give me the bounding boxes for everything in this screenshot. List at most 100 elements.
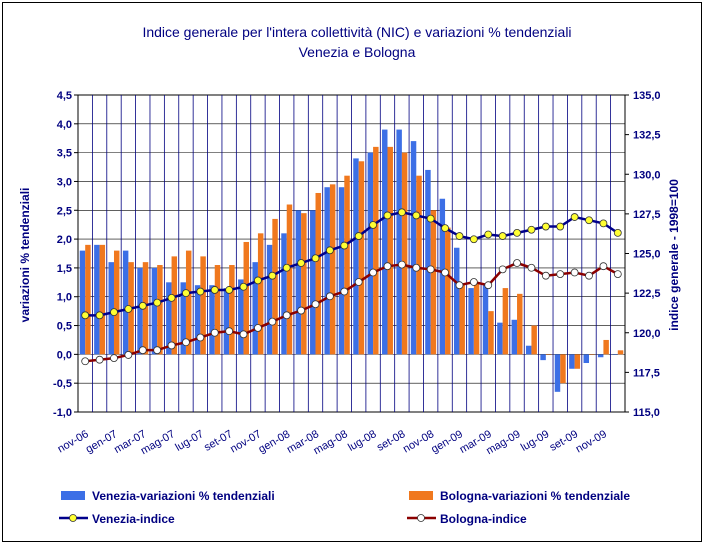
bar-venezia <box>223 288 230 355</box>
bar-bologna <box>344 175 350 355</box>
point-venezia-indice <box>254 276 262 285</box>
y-right-tick-label: 117,5 <box>633 367 660 379</box>
bar-venezia <box>453 247 460 355</box>
bar-bologna <box>171 256 178 355</box>
point-venezia-indice <box>340 241 349 250</box>
point-bologna-indice <box>110 354 118 363</box>
point-bologna-indice <box>311 300 320 309</box>
point-bologna-indice <box>196 333 205 342</box>
bar-venezia <box>137 267 143 355</box>
bar-bologna <box>329 184 336 355</box>
legend-swatch <box>61 491 85 500</box>
bar-venezia <box>79 250 86 355</box>
bar-bologna <box>531 325 537 355</box>
point-bologna-indice <box>239 330 248 339</box>
point-venezia-indice <box>124 305 133 313</box>
y-axis-left-label: variazioni % tendenziali <box>18 188 32 323</box>
y-left-tick-label: -0,5 <box>53 378 72 390</box>
bar-venezia <box>281 233 287 355</box>
bar-venezia <box>468 288 474 355</box>
bar-bologna <box>545 354 552 355</box>
bar-venezia <box>310 210 316 355</box>
bar-bologna <box>430 210 437 355</box>
point-venezia-indice <box>297 259 306 267</box>
point-bologna-indice <box>556 270 565 279</box>
point-venezia-indice <box>455 232 464 240</box>
y-right-tick-label: 120,0 <box>633 328 661 340</box>
y-left-tick-label: 4,5 <box>57 90 72 102</box>
bar-bologna <box>459 285 465 355</box>
legend-swatch <box>409 491 433 500</box>
point-bologna-indice <box>441 268 449 277</box>
point-bologna-indice <box>326 292 334 301</box>
point-bologna-indice <box>340 287 349 296</box>
point-bologna-indice <box>455 281 464 290</box>
point-bologna-indice <box>124 351 133 359</box>
y-left-tick-label: 0,5 <box>57 321 72 333</box>
point-venezia-indice <box>527 225 536 234</box>
bar-bologna <box>603 339 609 355</box>
bar-bologna <box>574 354 581 369</box>
bar-bologna <box>401 152 408 355</box>
point-bologna-indice <box>210 328 219 337</box>
x-tick-label: nov-06 <box>56 428 91 455</box>
point-venezia-indice <box>110 308 118 317</box>
bar-bologna <box>272 218 278 355</box>
chart-subtitle: Venezia e Bologna <box>299 44 416 60</box>
bar-venezia <box>338 187 345 355</box>
bar-venezia <box>122 250 129 355</box>
point-venezia-indice <box>153 298 162 307</box>
bar-bologna <box>488 311 494 355</box>
point-venezia-indice <box>498 232 507 240</box>
x-tick-label: set-09 <box>548 428 580 454</box>
point-venezia-indice <box>556 222 565 231</box>
point-venezia-indice <box>354 232 363 240</box>
point-venezia-indice <box>570 213 579 221</box>
x-tick-label: nov-09 <box>574 428 609 455</box>
y-right-tick-label: 130,0 <box>633 169 661 181</box>
bar-venezia <box>166 282 172 355</box>
point-venezia-indice <box>599 219 608 228</box>
point-venezia-indice <box>469 235 478 244</box>
point-venezia-indice <box>239 282 248 291</box>
bar-bologna <box>445 227 451 355</box>
y-left-tick-label: 4,0 <box>57 119 72 131</box>
y-axis-right-label: indice generale - 1998=100 <box>667 179 681 331</box>
bar-venezia <box>382 129 388 355</box>
point-venezia-indice <box>426 214 435 223</box>
y-right-tick-label: 135,0 <box>633 90 661 102</box>
legend-marker <box>417 514 425 522</box>
bar-venezia <box>425 169 431 355</box>
bar-venezia <box>180 282 186 355</box>
y-left-tick-label: 2,0 <box>57 234 72 246</box>
point-venezia-indice <box>369 221 377 229</box>
bar-venezia <box>597 354 604 358</box>
bar-bologna <box>257 233 264 355</box>
point-venezia-indice <box>268 271 277 280</box>
point-venezia-indice <box>484 230 493 239</box>
chart-title: Indice generale per l'intera collettivit… <box>142 24 571 40</box>
point-venezia-indice <box>95 311 104 320</box>
point-bologna-indice <box>297 306 306 315</box>
point-venezia-indice <box>282 263 291 272</box>
point-bologna-indice <box>585 271 593 280</box>
bar-venezia <box>252 262 258 355</box>
bar-bologna <box>617 350 624 355</box>
x-tick-label: nov-08 <box>401 428 436 455</box>
point-venezia-indice <box>383 211 392 220</box>
bar-bologna <box>99 244 106 355</box>
plot-area: -1,0 -0,5 0,0 0,5 1,0 1,5 2,0 2,5 3,0 3,5 4,0 4,5 11… <box>53 90 661 457</box>
point-bologna-indice <box>225 327 234 336</box>
x-tick-label: lug-07 <box>173 428 205 454</box>
point-venezia-indice <box>182 289 190 298</box>
bar-venezia <box>439 198 446 355</box>
point-bologna-indice <box>498 265 507 274</box>
chart-svg: Indice generale per l'intera collettivit… <box>18 24 681 526</box>
point-bologna-indice <box>599 262 608 271</box>
legend-label: Venezia-variazioni % tendenziali <box>92 489 275 503</box>
bar-venezia <box>238 279 244 355</box>
bar-bologna <box>315 192 321 355</box>
y-left-tick-label: 3,0 <box>57 176 72 188</box>
point-bologna-indice <box>153 346 162 355</box>
